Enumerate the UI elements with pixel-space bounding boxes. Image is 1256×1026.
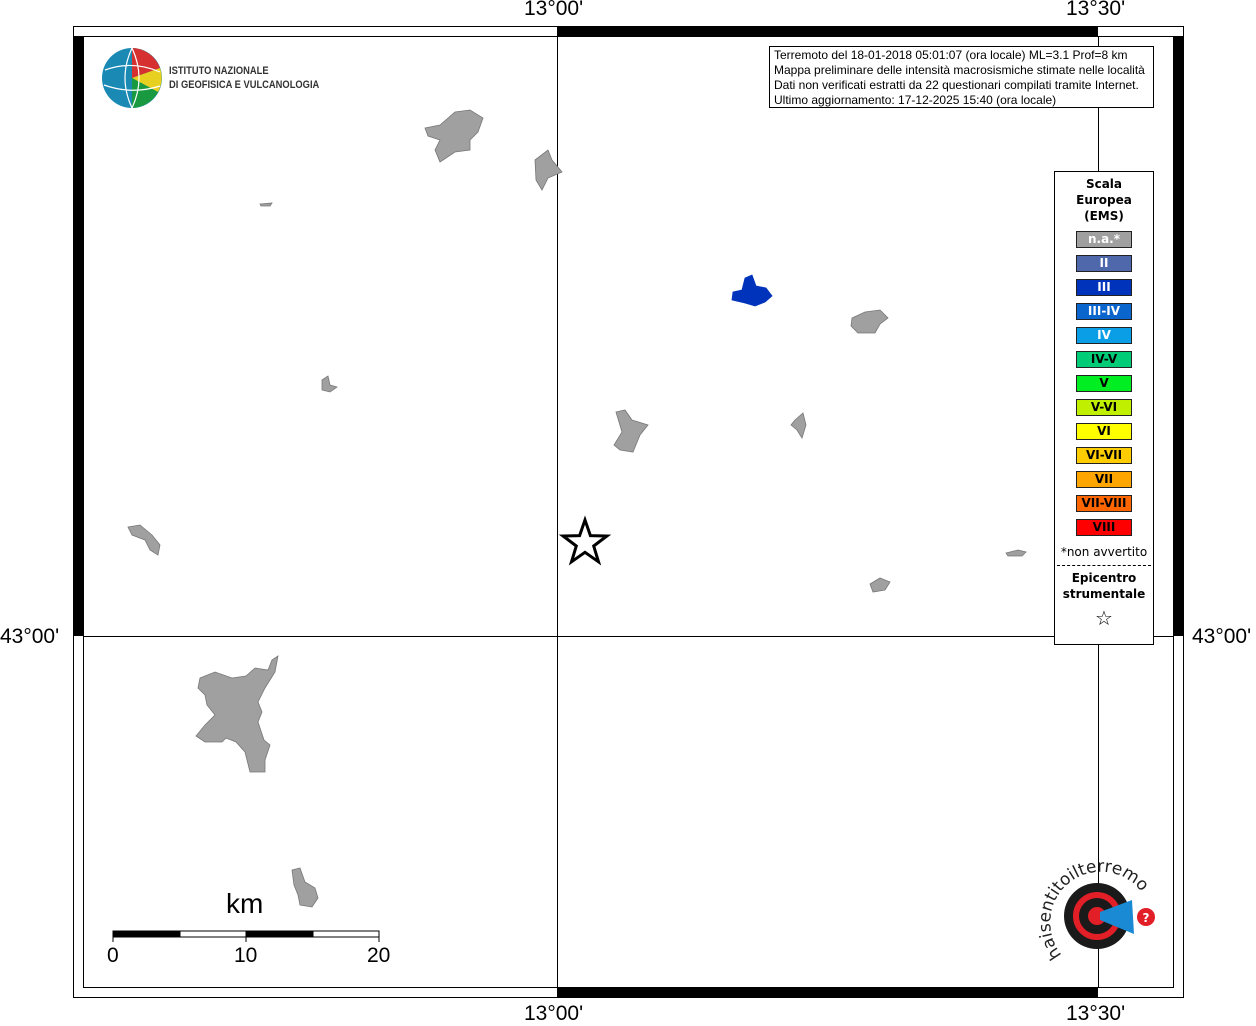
locality <box>195 655 279 773</box>
legend-divider <box>1057 565 1151 566</box>
legend-swatch-vi: VI <box>1076 423 1132 440</box>
epicenter-star-icon: ☆ <box>1095 606 1113 630</box>
legend-swatch-iii: III <box>1076 279 1132 296</box>
hsit-logo: ? haisentitoilterremoto.it <box>0 0 1155 964</box>
locality <box>850 309 889 334</box>
legend-swatches: n.a.* II III III-IV IV IV-V V V-VI VI VI-VII VII VI… <box>1055 231 1153 536</box>
scale-label-0: 0 <box>107 944 119 967</box>
legend-swatch-na: n.a.* <box>1076 231 1132 248</box>
info-line: Ultimo aggiornamento: 17-12-2025 15:40 (… <box>774 93 1057 107</box>
locality <box>1005 549 1027 557</box>
tick-bottom-13-30: 13°30' <box>1066 1002 1126 1025</box>
legend-swatch-iii-iv: III-IV <box>1076 303 1132 320</box>
legend-swatch-v-vi: V-VI <box>1076 399 1132 416</box>
locality <box>291 867 319 908</box>
svg-text:?: ? <box>1143 911 1150 925</box>
locality <box>424 109 484 163</box>
locality <box>613 409 649 453</box>
scale-label-20: 20 <box>367 944 391 967</box>
epicenter-legend-title: Epicentro strumentale <box>1062 571 1146 601</box>
scale-label-10: 10 <box>234 944 258 967</box>
info-line: Mappa preliminare delle intensità macros… <box>774 63 1145 77</box>
info-line: Terremoto del 18-01-2018 05:01:07 (ora l… <box>774 48 1128 62</box>
tick-top-13-00: 13°00' <box>524 0 584 20</box>
ingv-logo-globe <box>102 47 162 109</box>
legend-swatch-viii: VIII <box>1076 519 1132 536</box>
legend-swatch-iv-v: IV-V <box>1076 351 1132 368</box>
ingv-logo-text: ISTITUTO NAZIONALE DI GEOFISICA E VULCAN… <box>169 65 320 91</box>
frame-bars <box>74 27 1183 997</box>
legend-swatch-v: V <box>1076 375 1132 392</box>
legend-note: *non avvertito <box>1060 545 1148 559</box>
map-frame <box>73 26 1184 998</box>
locality <box>127 524 161 556</box>
tick-top-13-30: 13°30' <box>1066 0 1126 20</box>
legend-swatch-ii: II <box>1076 255 1132 272</box>
legend-title: Scala Europea (EMS) <box>1076 177 1132 223</box>
locality-areas <box>127 109 1027 908</box>
legend-swatch-vii: VII <box>1076 471 1132 488</box>
legend-swatch-vii-viii: VII-VIII <box>1076 495 1132 512</box>
legend-swatch-iv: IV <box>1076 327 1132 344</box>
legend-swatch-vi-vii: VI-VII <box>1076 447 1132 464</box>
epicenter-star <box>558 515 612 566</box>
info-line: Dati non verificati estratti da 22 quest… <box>774 78 1139 92</box>
scale-unit: km <box>226 888 264 919</box>
locality <box>321 375 338 393</box>
locality <box>790 412 807 439</box>
locality <box>534 149 563 191</box>
locality <box>869 577 891 593</box>
graticule <box>83 36 1174 988</box>
intensity-legend: Scala Europea (EMS) n.a.* II III III-IV IV IV-V… <box>1054 171 1154 645</box>
tick-left-43-00: 43°00' <box>0 625 60 648</box>
locality <box>259 202 273 207</box>
locality <box>731 274 773 307</box>
earthquake-info-box: Terremoto del 18-01-2018 05:01:07 (ora l… <box>769 46 1154 108</box>
tick-bottom-13-00: 13°00' <box>524 1002 584 1025</box>
tick-right-43-00: 43°00' <box>1192 625 1252 648</box>
scale-bar <box>112 930 380 942</box>
svg-text:haisentitoilterremoto.it: haisentitoilterremoto.it <box>0 0 1153 964</box>
